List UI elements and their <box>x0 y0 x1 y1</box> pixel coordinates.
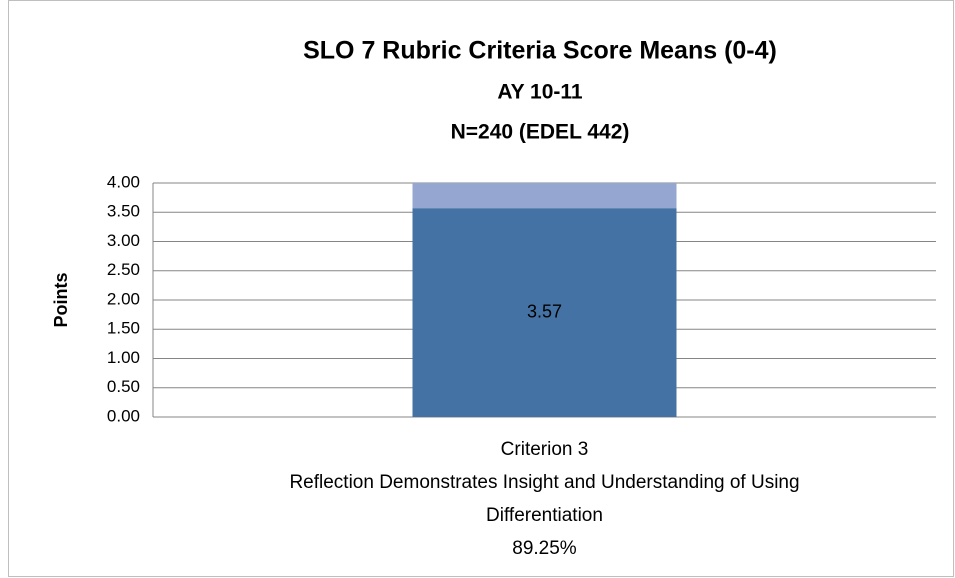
y-tick-label: 3.00 <box>107 231 140 250</box>
y-tick-label: 2.50 <box>107 260 140 279</box>
y-axis-label: Points <box>51 272 71 327</box>
bar-segment <box>412 183 677 209</box>
y-tick-label: 2.00 <box>107 289 140 308</box>
chart-subtitle: AY 10-11 <box>497 81 583 104</box>
y-tick-label: 1.50 <box>107 319 140 338</box>
y-tick-label: 0.00 <box>107 406 140 425</box>
y-tick-label: 4.00 <box>107 172 140 191</box>
data-label: 3.57 <box>527 301 562 321</box>
bar-segment <box>412 208 677 417</box>
y-tick-label: 3.50 <box>107 202 140 221</box>
x-tick-label: Criterion 3 Reflection Demonstrates Insig… <box>289 439 799 559</box>
chart-subtitle: N=240 (EDEL 442) <box>451 121 630 144</box>
chart-title: SLO 7 Rubric Criteria Score Means (0-4) <box>303 37 777 65</box>
y-tick-label: 0.50 <box>107 377 140 396</box>
y-tick-label: 1.00 <box>107 348 140 367</box>
